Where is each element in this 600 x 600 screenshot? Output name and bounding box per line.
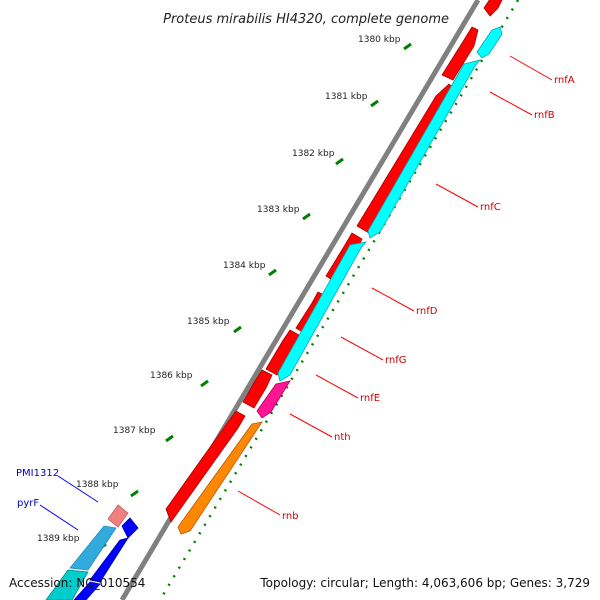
gene-label-pyrf: pyrF xyxy=(17,498,39,509)
tick-mark xyxy=(268,268,277,277)
cds-forward xyxy=(177,421,263,535)
tick-dots xyxy=(158,0,520,600)
tick-mark xyxy=(403,42,412,51)
callout-line xyxy=(371,287,415,312)
callout-line xyxy=(289,413,333,438)
tick-label: 1382 kbp xyxy=(292,149,335,159)
gene-callouts xyxy=(237,55,553,516)
cds-reverse xyxy=(242,369,273,409)
lower-left-genes xyxy=(45,504,139,600)
tick-label: 1385 kbp xyxy=(187,317,230,327)
tick-label: 1384 kbp xyxy=(223,261,266,271)
callout-line xyxy=(340,336,384,361)
cds-blue xyxy=(121,517,139,539)
tick-mark xyxy=(370,99,379,108)
cds-blue-lower xyxy=(73,581,101,600)
gene-label-rnb: rnb xyxy=(282,511,299,522)
gene-label-rnfa: rnfA xyxy=(554,75,575,86)
genome-title: Proteus mirabilis HI4320, complete genom… xyxy=(163,12,449,27)
gene-label-rnfd: rnfD xyxy=(416,306,438,317)
gene-label-rnfe: rnfE xyxy=(360,393,380,404)
callout-line xyxy=(237,490,281,516)
cds-forward xyxy=(256,380,291,419)
tick-mark xyxy=(233,325,242,334)
tick-label: 1381 kbp xyxy=(325,92,368,102)
cds-cyan-lower xyxy=(45,569,89,600)
accession-label: Accession: NC_010554 xyxy=(9,576,145,590)
gene-label-rnfc: rnfC xyxy=(480,202,501,213)
cds-pyrf xyxy=(69,525,117,571)
gene-label-rnfg: rnfG xyxy=(385,355,407,366)
tick-labels: 1380 kbp 1381 kbp 1382 kbp 1383 kbp 1384… xyxy=(37,35,401,544)
gene-label-pmi1312: PMI1312 xyxy=(16,468,59,479)
cds-reverse xyxy=(441,26,479,81)
callout-line xyxy=(39,504,79,531)
callout-line xyxy=(315,374,359,399)
cds-pmi1312 xyxy=(107,504,129,528)
tick-mark xyxy=(165,434,174,443)
gene-labels-right: rnfA rnfB rnfC rnfD rnfG rnfE nth rnb xyxy=(282,75,575,522)
gene-labels-left: PMI1312 pyrF xyxy=(16,468,59,509)
forward-strand-track xyxy=(177,26,503,535)
tick-label: 1389 kbp xyxy=(37,534,80,544)
tick-mark xyxy=(302,212,311,221)
callout-line xyxy=(509,55,553,81)
cds-forward xyxy=(277,241,368,382)
callout-line xyxy=(489,91,533,116)
tick-label: 1387 kbp xyxy=(113,426,156,436)
tick-label: 1386 kbp xyxy=(150,371,193,381)
tick-mark xyxy=(335,157,344,166)
callout-line xyxy=(57,475,99,503)
tick-label: 1380 kbp xyxy=(358,35,401,45)
cds-blue xyxy=(89,537,129,583)
cds-reverse xyxy=(483,0,503,17)
tick-mark xyxy=(130,489,139,498)
major-ticks xyxy=(98,42,412,551)
tick-mark xyxy=(200,379,209,388)
gene-label-nth: nth xyxy=(334,432,351,443)
gene-label-rnfb: rnfB xyxy=(534,110,555,121)
cds-forward xyxy=(476,26,503,59)
gene-callouts-left xyxy=(39,475,99,531)
cds-forward xyxy=(367,59,482,239)
reverse-strand-track xyxy=(165,0,503,523)
topology-label: Topology: circular; Length: 4,063,606 bp… xyxy=(259,576,590,590)
callout-line xyxy=(435,183,479,208)
tick-label: 1383 kbp xyxy=(257,205,300,215)
cds-reverse xyxy=(165,410,246,523)
tick-label: 1388 kbp xyxy=(76,480,119,490)
